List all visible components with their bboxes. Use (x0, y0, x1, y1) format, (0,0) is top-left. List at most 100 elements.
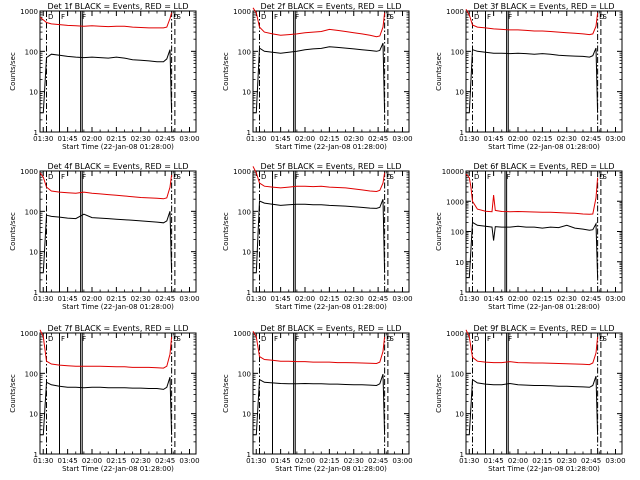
event-marker-label: F (274, 173, 278, 181)
event-marker-label: F (274, 335, 278, 343)
y-tick-label: 100 (238, 48, 251, 56)
y-tick-label: 10 (455, 411, 464, 419)
event-marker-label: D (173, 173, 178, 181)
plot-frame (39, 170, 197, 293)
plot-frame (39, 10, 197, 133)
x-tick-label: 02:45 (155, 457, 175, 465)
x-tick-label: 03:00 (179, 295, 199, 303)
x-tick-label: 02:15 (319, 135, 339, 143)
y-tick-label: 1000 (233, 168, 251, 176)
plot-frame (39, 332, 197, 455)
x-tick-label: 02:45 (368, 135, 388, 143)
event-marker-label: S (176, 13, 181, 21)
x-tick-label: 02:00 (295, 457, 315, 465)
y-tick-label: 100 (451, 229, 464, 237)
y-tick-label: 10000 (442, 168, 464, 176)
event-marker-label: F (61, 335, 65, 343)
event-marker-label: D (261, 173, 266, 181)
lld-series-line (465, 329, 599, 366)
x-tick-label: 01:45 (271, 457, 291, 465)
y-tick-label: 1 (460, 451, 464, 459)
x-tick-label: 02:45 (368, 457, 388, 465)
event-marker-label: F (295, 173, 299, 181)
event-marker-label: F (295, 335, 299, 343)
event-marker-label: S (176, 173, 181, 181)
events-series-line (253, 374, 386, 436)
y-tick-label: 1000 (20, 8, 38, 16)
chart-title: Det 5f BLACK = Events, RED = LLD (260, 162, 401, 171)
x-tick-label: 01:45 (271, 135, 291, 143)
event-marker-label: F (61, 13, 65, 21)
event-marker-label: F (82, 335, 86, 343)
x-axis-label: Start Time (22-Jan-08 01:28:00) (275, 303, 387, 311)
y-tick-label: 1000 (446, 198, 464, 206)
event-marker-label: F (487, 335, 491, 343)
events-series-line (40, 377, 173, 436)
y-tick-label: 100 (451, 370, 464, 378)
x-tick-label: 02:15 (532, 295, 552, 303)
y-axis-label: Counts/sec (435, 52, 443, 91)
y-tick-label: 10 (242, 249, 251, 257)
x-tick-label: 02:30 (344, 295, 364, 303)
y-tick-label: 10 (455, 259, 464, 267)
chart-panel: Det 7f BLACK = Events, RED = LLD 1 10 100 10… (9, 324, 200, 473)
x-tick-label: 01:30 (246, 135, 266, 143)
event-marker-label: F (274, 13, 278, 21)
x-tick-label: 02:45 (581, 135, 601, 143)
y-tick-label: 100 (238, 208, 251, 216)
x-tick-label: 01:45 (58, 457, 78, 465)
y-tick-label: 100 (25, 208, 38, 216)
y-tick-label: 100 (25, 48, 38, 56)
event-marker-label: D (386, 173, 391, 181)
event-marker-label: D (599, 173, 604, 181)
y-tick-label: 1000 (446, 8, 464, 16)
x-tick-label: 02:15 (106, 457, 126, 465)
x-tick-label: 01:30 (459, 457, 479, 465)
x-tick-label: 03:00 (605, 457, 625, 465)
y-tick-label: 100 (451, 48, 464, 56)
y-tick-label: 1000 (20, 168, 38, 176)
x-tick-label: 01:45 (271, 295, 291, 303)
x-axis-label: Start Time (22-Jan-08 01:28:00) (488, 143, 600, 151)
lld-series-line (39, 329, 173, 369)
x-axis-label: Start Time (22-Jan-08 01:28:00) (275, 465, 387, 473)
event-marker-label: D (599, 13, 604, 21)
x-tick-label: 02:00 (295, 295, 315, 303)
x-tick-label: 01:45 (58, 295, 78, 303)
y-axis-label: Counts/sec (9, 52, 17, 91)
x-tick-label: 01:45 (484, 295, 504, 303)
x-tick-label: 03:00 (392, 295, 412, 303)
x-tick-label: 02:15 (532, 457, 552, 465)
x-tick-label: 02:15 (532, 135, 552, 143)
plot-frame (252, 170, 410, 293)
x-tick-label: 01:30 (33, 295, 53, 303)
y-tick-label: 10 (29, 89, 38, 97)
chart-title: Det 1f BLACK = Events, RED = LLD (47, 2, 188, 11)
x-axis-label: Start Time (22-Jan-08 01:28:00) (488, 465, 600, 473)
y-axis-label: Counts/sec (435, 212, 443, 251)
y-tick-label: 1 (460, 129, 464, 137)
lld-series-line (465, 173, 599, 215)
event-marker-label: F (507, 173, 511, 181)
y-tick-label: 1 (34, 129, 38, 137)
events-series-line (466, 376, 599, 436)
y-tick-label: 1 (247, 129, 251, 137)
y-tick-label: 1000 (233, 330, 251, 338)
event-marker-label: D (599, 335, 604, 343)
x-tick-label: 03:00 (179, 457, 199, 465)
event-marker-label: F (295, 13, 299, 21)
y-tick-label: 1 (34, 451, 38, 459)
x-tick-label: 02:45 (368, 295, 388, 303)
event-marker-label: D (261, 335, 266, 343)
lld-series-line (39, 172, 173, 200)
chart-title: Det 3f BLACK = Events, RED = LLD (473, 2, 614, 11)
x-axis-label: Start Time (22-Jan-08 01:28:00) (62, 303, 174, 311)
event-marker-label: D (474, 13, 479, 21)
y-axis-label: Counts/sec (9, 374, 17, 413)
chart-title: Det 6f BLACK = Events, RED = LLD (473, 162, 614, 171)
y-tick-label: 10 (242, 89, 251, 97)
x-tick-label: 02:45 (155, 295, 175, 303)
lld-series-line (252, 331, 386, 365)
event-marker-label: S (602, 173, 607, 181)
